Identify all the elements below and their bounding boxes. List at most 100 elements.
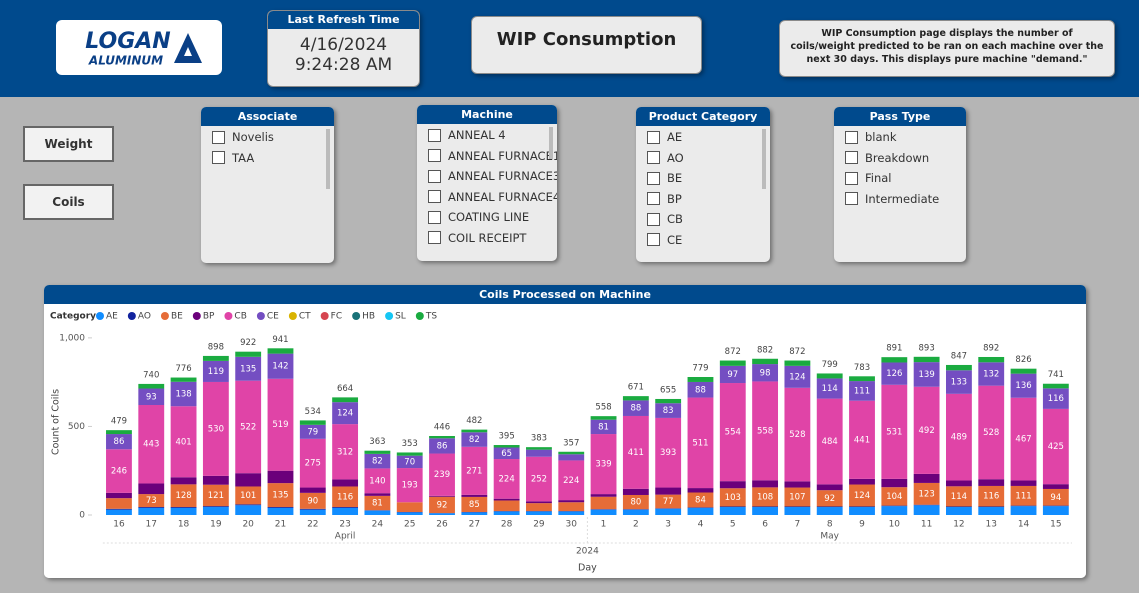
bar-segment [170, 406, 197, 478]
bar-segment [332, 424, 359, 480]
checkbox[interactable] [845, 171, 858, 185]
coils-button[interactable]: Coils [23, 184, 114, 220]
bar-segment [396, 452, 423, 456]
checkbox[interactable] [428, 231, 441, 245]
checkbox[interactable] [845, 130, 858, 144]
slicer-item-label: AO [667, 150, 684, 165]
refresh-time: 9:24:28 AM [294, 55, 393, 75]
slicer-item-label: ANNEAL FURNACE1 [448, 148, 557, 163]
total-label: 892 [983, 343, 999, 353]
slicer-item[interactable]: COIL RECEIPT [417, 228, 557, 249]
checkbox[interactable] [845, 192, 858, 206]
checkbox[interactable] [647, 233, 660, 247]
data-label: 467 [1015, 435, 1031, 445]
scrollbar[interactable] [762, 129, 766, 189]
legend-label: AO [138, 312, 151, 322]
slicer-item[interactable]: ANNEAL FURNACE1 [417, 146, 557, 167]
x-tick-label: 27 [469, 520, 480, 530]
checkbox[interactable] [845, 151, 858, 165]
x-tick-label: 15 [1050, 520, 1061, 530]
slicer-item[interactable]: AE [636, 127, 770, 148]
checkbox[interactable] [647, 212, 660, 226]
slicer-item[interactable]: Final [834, 168, 966, 189]
total-label: 363 [369, 437, 385, 447]
slicer-item[interactable]: Novelis [201, 127, 334, 148]
logo-mark [174, 33, 202, 63]
checkbox[interactable] [647, 151, 660, 165]
bar-segment [106, 434, 132, 450]
bar-segment [235, 504, 262, 506]
bar-segment [364, 468, 391, 494]
slicer-item[interactable]: CE [636, 230, 770, 251]
chart: Category AE AO BE BP CB CE CT FC HB SL TS 0 500 1,000 C… [44, 304, 1086, 578]
slicer-item[interactable]: BE [636, 168, 770, 189]
bar-segment [396, 502, 423, 512]
x-tick-label: 25 [404, 520, 415, 530]
data-label: 82 [469, 435, 480, 445]
checkbox[interactable] [428, 149, 441, 163]
bar-segment [881, 478, 908, 488]
slicer-item[interactable]: blank [834, 127, 966, 148]
checkbox[interactable] [647, 171, 660, 185]
slicer-title: Pass Type [834, 107, 966, 126]
checkbox[interactable] [647, 130, 660, 144]
slicer-item[interactable]: CB [636, 209, 770, 230]
scrollbar[interactable] [549, 127, 553, 159]
data-label: 530 [208, 424, 224, 434]
bar-segment [332, 397, 359, 403]
bar-segment [429, 435, 455, 439]
x-tick-label: 5 [730, 520, 736, 530]
slicer-item-label: Intermediate [865, 191, 940, 206]
bar-segment [816, 507, 843, 515]
checkbox[interactable] [647, 192, 660, 206]
bar-segment [622, 509, 649, 515]
bar-segment [913, 356, 940, 363]
data-label: 88 [695, 385, 706, 395]
scrollbar[interactable] [326, 129, 330, 189]
bar-segment [978, 479, 1005, 486]
bar-segment [364, 493, 391, 496]
checkbox[interactable] [212, 130, 225, 144]
checkbox[interactable] [428, 210, 441, 224]
slicer-item[interactable]: ANNEAL 4 [417, 125, 557, 146]
weight-button[interactable]: Weight [23, 126, 114, 162]
bar-segment [622, 494, 649, 510]
legend-swatch [192, 312, 201, 320]
slicer-item-label: AE [667, 130, 683, 145]
slicer-item[interactable]: ANNEAL FURNACE4 [417, 187, 557, 208]
slicer-item[interactable]: Intermediate [834, 189, 966, 210]
bar-segment [849, 484, 875, 507]
slicer-list: blank Breakdown Final Intermediate [834, 126, 966, 209]
checkbox[interactable] [428, 190, 441, 204]
bar-segment [1010, 480, 1037, 486]
total-label: 826 [1015, 355, 1031, 365]
slicer-list: ANNEAL 4 ANNEAL FURNACE1 ANNEAL FURNACE3 AN… [417, 124, 557, 248]
slicer-item[interactable]: COATING LINE [417, 207, 557, 228]
slicer-item[interactable]: AO [636, 148, 770, 169]
bar-segment [558, 460, 585, 501]
data-label: 252 [531, 475, 547, 485]
slicer-item[interactable]: Breakdown [834, 148, 966, 169]
slicer-item[interactable]: ANNEAL FURNACE3 [417, 166, 557, 187]
checkbox[interactable] [428, 169, 441, 183]
slicer-item-label: Novelis [232, 130, 274, 145]
bar-segment [526, 501, 552, 504]
slicer-item-label: CE [667, 232, 683, 247]
slicer-item-label: TAA [232, 150, 255, 165]
x-tick-label: 26 [436, 520, 448, 530]
data-label: 86 [437, 441, 448, 451]
slicer-item[interactable]: TAA [201, 148, 334, 169]
checkbox[interactable] [428, 128, 441, 142]
bar-segment [590, 496, 617, 510]
total-label: 482 [466, 416, 482, 426]
slicer-item[interactable]: BP [636, 189, 770, 210]
data-label: 393 [660, 448, 676, 458]
bar-segment [913, 482, 940, 505]
bar-segment [235, 356, 262, 381]
data-label: 484 [822, 437, 838, 447]
chart-card: Coils Processed on Machine Category AE AO B… [44, 285, 1086, 578]
data-label: 92 [824, 494, 835, 504]
x-tick-label: 10 [889, 520, 901, 530]
data-label: 73 [146, 496, 157, 506]
checkbox[interactable] [212, 151, 225, 165]
